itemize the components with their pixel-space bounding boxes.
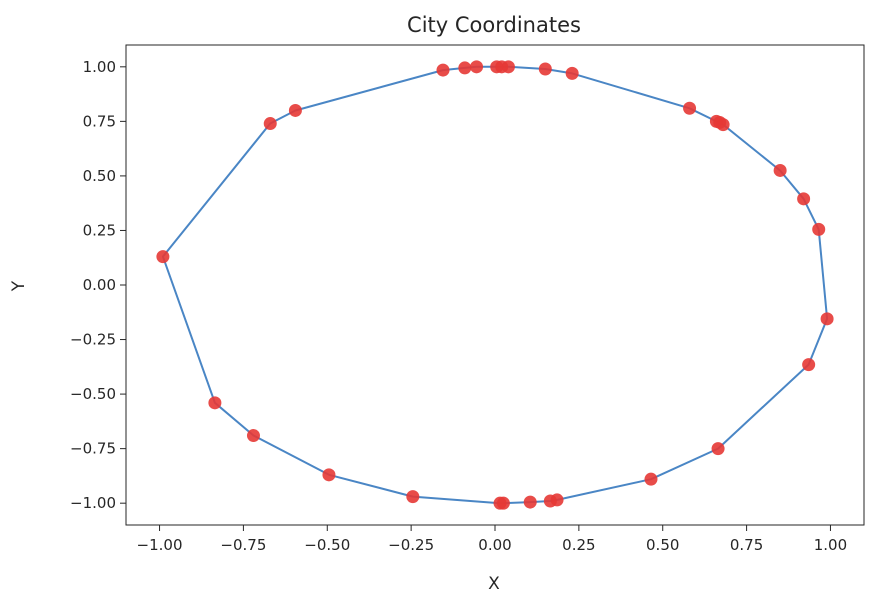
- y-tick-label: 0.25: [83, 221, 116, 239]
- city-point: [493, 496, 507, 510]
- y-tick-label: −1.00: [70, 494, 116, 512]
- y-tick-label: −0.25: [70, 331, 116, 349]
- city-point: [797, 192, 811, 206]
- city-point: [802, 358, 816, 372]
- y-tick-label: 0.75: [83, 112, 116, 130]
- city-point: [288, 103, 302, 117]
- x-axis-label: X: [488, 574, 500, 594]
- x-axis: −1.00 −0.75 −0.50 −0.25 0.00 0.25 0.50 0.75 1.00: [137, 525, 847, 554]
- x-tick-label: −1.00: [137, 536, 183, 554]
- city-point: [683, 101, 697, 115]
- tour-path-line: [161, 65, 829, 505]
- city-point: [501, 60, 515, 74]
- city-point: [543, 494, 557, 508]
- city-point: [322, 468, 336, 482]
- y-tick-label: 0.50: [83, 167, 116, 185]
- city-point: [470, 60, 484, 74]
- city-point: [538, 62, 552, 76]
- x-tick-label: 0.00: [478, 536, 511, 554]
- city-point: [820, 312, 834, 326]
- plot-area: [156, 60, 834, 510]
- city-point: [644, 472, 658, 486]
- y-tick-label: −0.75: [70, 440, 116, 458]
- y-tick-label: −0.50: [70, 385, 116, 403]
- city-point: [458, 61, 472, 75]
- city-point: [156, 250, 170, 264]
- axes-frame: [125, 44, 865, 526]
- chart-title: City Coordinates: [407, 13, 581, 37]
- y-tick-label: 0.00: [83, 276, 116, 294]
- x-tick-label: 0.50: [646, 536, 679, 554]
- y-tick-label: 1.00: [83, 58, 116, 76]
- x-tick-label: 0.75: [730, 536, 763, 554]
- y-axis-label: Y: [9, 280, 29, 292]
- city-point: [565, 66, 579, 80]
- city-point: [263, 117, 277, 131]
- x-tick-label: −0.50: [304, 536, 350, 554]
- city-point: [436, 63, 450, 77]
- city-point: [711, 442, 725, 456]
- city-point: [773, 163, 787, 177]
- city-point: [523, 495, 537, 509]
- x-tick-label: −0.75: [220, 536, 266, 554]
- city-point: [490, 60, 504, 74]
- x-tick-label: −0.25: [388, 536, 434, 554]
- city-point: [716, 118, 730, 132]
- city-point: [406, 490, 420, 504]
- city-point: [246, 429, 260, 443]
- city-point: [208, 396, 222, 410]
- x-tick-label: 0.25: [562, 536, 595, 554]
- y-axis: −1.00 −0.75 −0.50 −0.25 0.00 0.25 0.50 0.75 1.00: [70, 58, 126, 512]
- city-point: [812, 222, 826, 236]
- x-tick-label: 1.00: [814, 536, 847, 554]
